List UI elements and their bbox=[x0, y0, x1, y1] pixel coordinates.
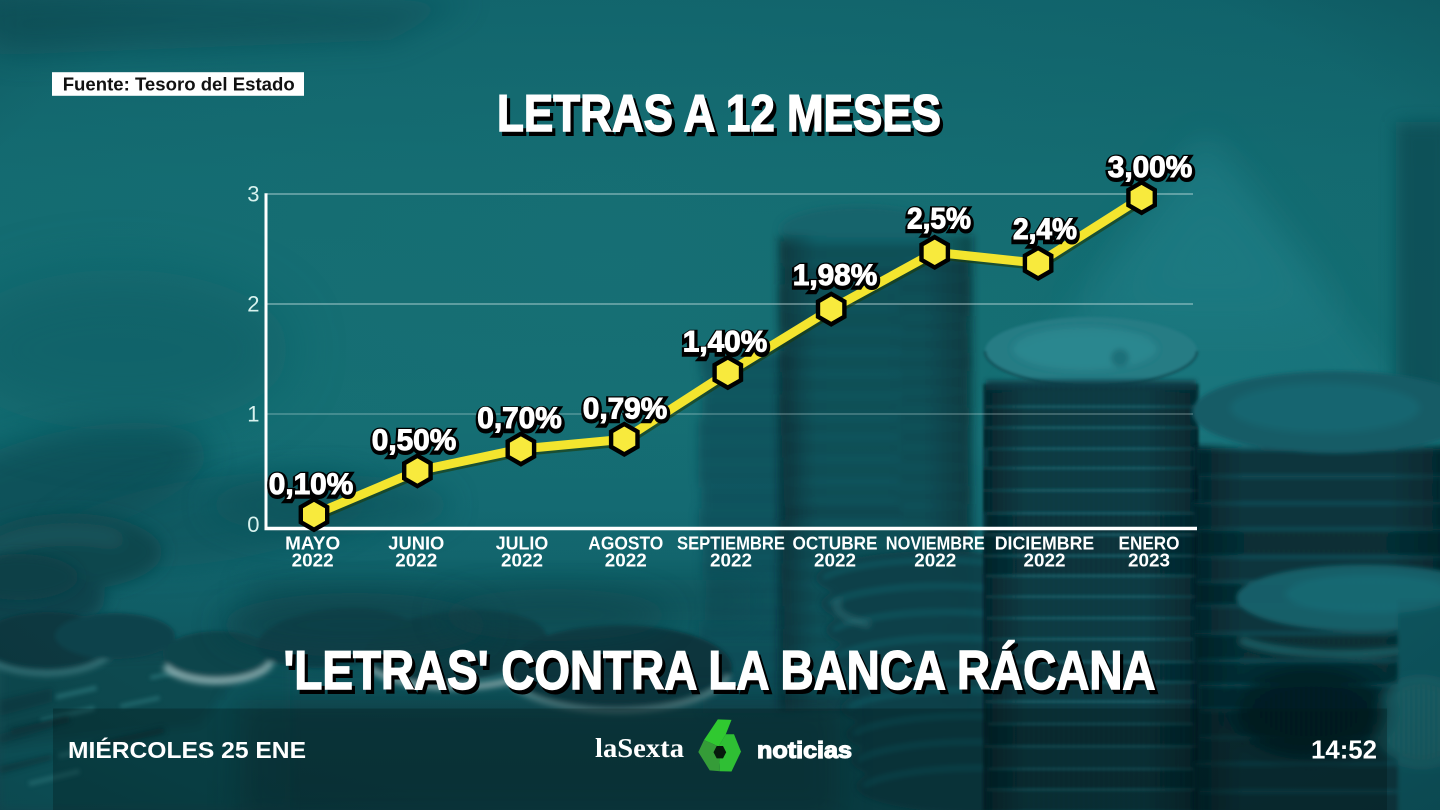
svg-text:2,4%: 2,4% bbox=[1013, 213, 1077, 246]
svg-text:0,79%: 0,79% bbox=[583, 394, 668, 427]
svg-text:2022: 2022 bbox=[914, 551, 956, 571]
svg-text:'LETRAS' CONTRA LA BANCA RÁCAN: 'LETRAS' CONTRA LA BANCA RÁCANA bbox=[284, 639, 1156, 701]
svg-text:3: 3 bbox=[247, 182, 259, 207]
svg-text:JULIO: JULIO bbox=[496, 534, 549, 554]
svg-text:2,5%: 2,5% bbox=[907, 202, 971, 235]
svg-text:2022: 2022 bbox=[395, 551, 437, 571]
svg-text:0,10%: 0,10% bbox=[269, 469, 354, 502]
svg-text:2023: 2023 bbox=[1128, 551, 1170, 571]
svg-text:0,70%: 0,70% bbox=[478, 404, 563, 437]
svg-text:noticias: noticias bbox=[757, 737, 852, 763]
svg-text:Fuente: Tesoro del Estado: Fuente: Tesoro del Estado bbox=[63, 74, 295, 95]
svg-text:0,50%: 0,50% bbox=[372, 424, 457, 457]
svg-text:2022: 2022 bbox=[501, 551, 543, 571]
svg-text:LETRAS A 12 MESES: LETRAS A 12 MESES bbox=[500, 89, 944, 147]
svg-text:0: 0 bbox=[247, 512, 259, 537]
svg-text:2,4%: 2,4% bbox=[1014, 215, 1078, 248]
svg-text:3,00%: 3,00% bbox=[1108, 151, 1193, 184]
svg-text:2,5%: 2,5% bbox=[908, 204, 972, 237]
svg-text:3,00%: 3,00% bbox=[1108, 152, 1193, 185]
svg-text:2022: 2022 bbox=[1024, 551, 1066, 571]
svg-text:1,98%: 1,98% bbox=[793, 259, 878, 292]
svg-text:0,79%: 0,79% bbox=[583, 392, 668, 425]
svg-text:0,10%: 0,10% bbox=[269, 468, 354, 501]
svg-text:1,98%: 1,98% bbox=[793, 261, 878, 294]
svg-text:DICIEMBRE: DICIEMBRE bbox=[995, 534, 1095, 554]
svg-text:14:52: 14:52 bbox=[1311, 735, 1377, 765]
svg-text:AGOSTO: AGOSTO bbox=[588, 534, 663, 554]
svg-text:2: 2 bbox=[247, 292, 259, 317]
svg-text:2022: 2022 bbox=[710, 551, 752, 571]
svg-text:2022: 2022 bbox=[605, 551, 647, 571]
svg-text:laSexta: laSexta bbox=[595, 733, 685, 763]
svg-text:0,50%: 0,50% bbox=[372, 426, 457, 459]
svg-text:ENERO: ENERO bbox=[1119, 534, 1180, 554]
svg-text:SEPTIEMBRE: SEPTIEMBRE bbox=[677, 534, 785, 554]
svg-text:1,40%: 1,40% bbox=[683, 327, 768, 360]
svg-text:'LETRAS' CONTRA LA BANCA RÁCAN: 'LETRAS' CONTRA LA BANCA RÁCANA bbox=[287, 643, 1159, 705]
svg-text:1,40%: 1,40% bbox=[683, 326, 768, 359]
svg-text:JUNIO: JUNIO bbox=[388, 534, 444, 554]
svg-text:1: 1 bbox=[247, 402, 259, 427]
svg-text:0,70%: 0,70% bbox=[477, 402, 562, 435]
svg-text:MIÉRCOLES 25 ENE: MIÉRCOLES 25 ENE bbox=[68, 736, 306, 763]
svg-text:NOVIEMBRE: NOVIEMBRE bbox=[886, 534, 985, 554]
svg-text:2022: 2022 bbox=[814, 551, 856, 571]
svg-text:MAYO: MAYO bbox=[285, 534, 340, 554]
svg-text:2022: 2022 bbox=[292, 551, 334, 571]
svg-text:OCTUBRE: OCTUBRE bbox=[793, 534, 878, 554]
svg-text:LETRAS A 12 MESES: LETRAS A 12 MESES bbox=[497, 85, 941, 143]
